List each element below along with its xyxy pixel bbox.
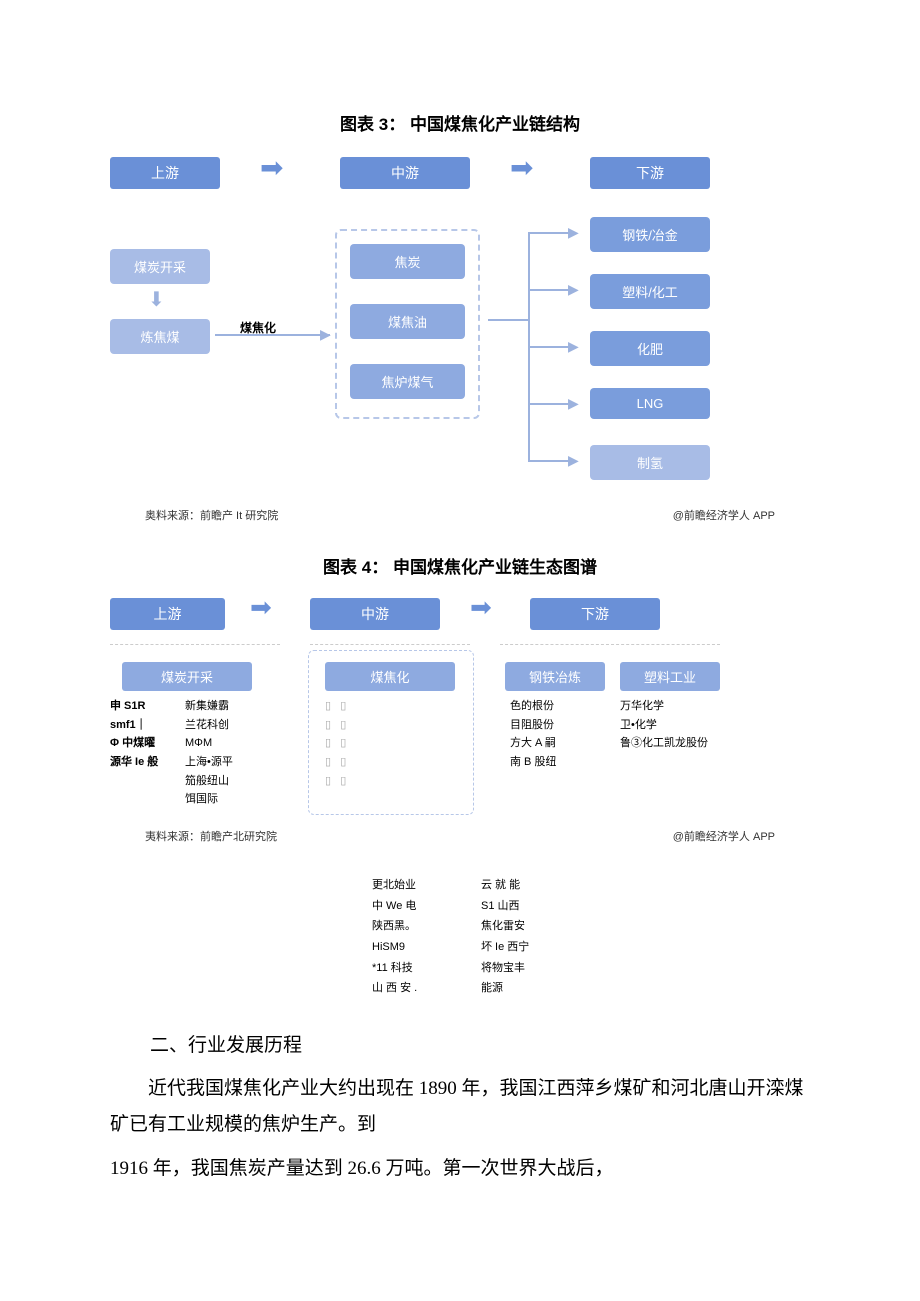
stage-down: 下游 bbox=[590, 157, 710, 189]
node-steel: 钢铁/冶金 bbox=[590, 217, 710, 252]
hdr-plastic: 塑料工业 bbox=[620, 662, 720, 691]
node-coke: 焦炭 bbox=[350, 244, 465, 279]
source-left: 奥料来源：前瞻产 It 研究院 bbox=[145, 507, 278, 523]
col-left-a: 申 S1Rsmf1｜Φ 中煤曜源华 Ie 般 bbox=[110, 697, 175, 772]
arrowhead-icon: ▶ bbox=[568, 395, 579, 412]
node-h2: 制氢 bbox=[590, 445, 710, 480]
arrow-icon: ➡ bbox=[260, 151, 283, 184]
arrowhead-icon: ▶ bbox=[568, 452, 579, 469]
col-right-b: 万华化学卫•化学鲁③化工凯龙股份 bbox=[620, 697, 730, 753]
hdr-steel: 钢铁冶炼 bbox=[505, 662, 605, 691]
node-lng: LNG bbox=[590, 388, 710, 419]
f4-stage-down: 下游 bbox=[530, 598, 660, 630]
divider bbox=[310, 644, 470, 645]
source-right: @前瞻经济学人 APP bbox=[673, 828, 775, 844]
col-mid-blur: ▯ ▯▯ ▯▯ ▯▯ ▯▯ ▯ bbox=[325, 697, 455, 790]
node-tar: 煤焦油 bbox=[350, 304, 465, 339]
node-gas: 焦炉煤气 bbox=[350, 364, 465, 399]
fig4-title: 图表 4： 申国煤焦化产业链生态图谱 bbox=[110, 553, 810, 578]
para2: 1916 年，我国焦炭产量达到 26.6 万吨。第一次世界大战后， bbox=[110, 1151, 810, 1187]
fig4: 上游 ➡ 中游 ➡ 下游 煤炭开采 煤焦化 钢铁冶炼 塑料工业 申 S1Rsmf… bbox=[110, 592, 810, 822]
arrowhead-icon: ▶ bbox=[568, 224, 579, 241]
arrow-icon: ➡ bbox=[250, 592, 272, 623]
para1: 近代我国煤焦化产业大约出现在 1890 年，我国江西萍乡煤矿和河北唐山开滦煤矿已… bbox=[110, 1071, 810, 1143]
source-right: @前瞻经济学人 APP bbox=[673, 507, 775, 523]
f4-stage-up: 上游 bbox=[110, 598, 225, 630]
connector bbox=[488, 319, 528, 321]
arrow-icon: ➡ bbox=[510, 151, 533, 184]
arrowhead-icon: ▶ bbox=[320, 326, 331, 343]
fig4-source: 夷料来源：前瞻产北研究院 @前瞻经济学人 APP bbox=[145, 828, 775, 844]
section-heading: 二、行业发展历程 bbox=[150, 1030, 810, 1057]
node-fert: 化肥 bbox=[590, 331, 710, 366]
divider bbox=[110, 644, 280, 645]
stage-up: 上游 bbox=[110, 157, 220, 189]
hdr-mining: 煤炭开采 bbox=[122, 662, 252, 691]
fig3-source: 奥料来源：前瞻产 It 研究院 @前瞻经济学人 APP bbox=[145, 507, 775, 523]
fig3-title: 图表 3： 中国煤焦化产业链结构 bbox=[110, 110, 810, 135]
col-right-a: 色的根份目阻股份方大 A 嗣南 B 股纽 bbox=[510, 697, 600, 772]
source-left: 夷料来源：前瞻产北研究院 bbox=[145, 828, 277, 844]
f4-stage-mid: 中游 bbox=[310, 598, 440, 630]
node-cokingcoal: 炼焦煤 bbox=[110, 319, 210, 354]
stage-mid: 中游 bbox=[340, 157, 470, 189]
fig3: 上游 ➡ 中游 ➡ 下游 煤炭开采 ⬇ 炼焦煤 煤焦化 ▶ 焦炭 煤焦油 焦炉煤… bbox=[110, 149, 810, 499]
col-left-b: 新集嫌霸兰花科创MΦM上海•源平笳般纽山饵国际 bbox=[185, 697, 270, 809]
node-plastic: 塑料/化工 bbox=[590, 274, 710, 309]
arrow-icon: ➡ bbox=[470, 592, 492, 623]
node-mining: 煤炭开采 bbox=[110, 249, 210, 284]
arrowhead-icon: ▶ bbox=[568, 338, 579, 355]
down-arrow-icon: ⬇ bbox=[148, 287, 165, 312]
overflow-list: 更北始业云 就 能 中 We 电S1 山西 陕西黑。焦化雷安 HiSM9坏 Ie… bbox=[370, 874, 590, 1000]
divider bbox=[500, 644, 720, 645]
arrowhead-icon: ▶ bbox=[568, 281, 579, 298]
connector bbox=[215, 334, 330, 336]
